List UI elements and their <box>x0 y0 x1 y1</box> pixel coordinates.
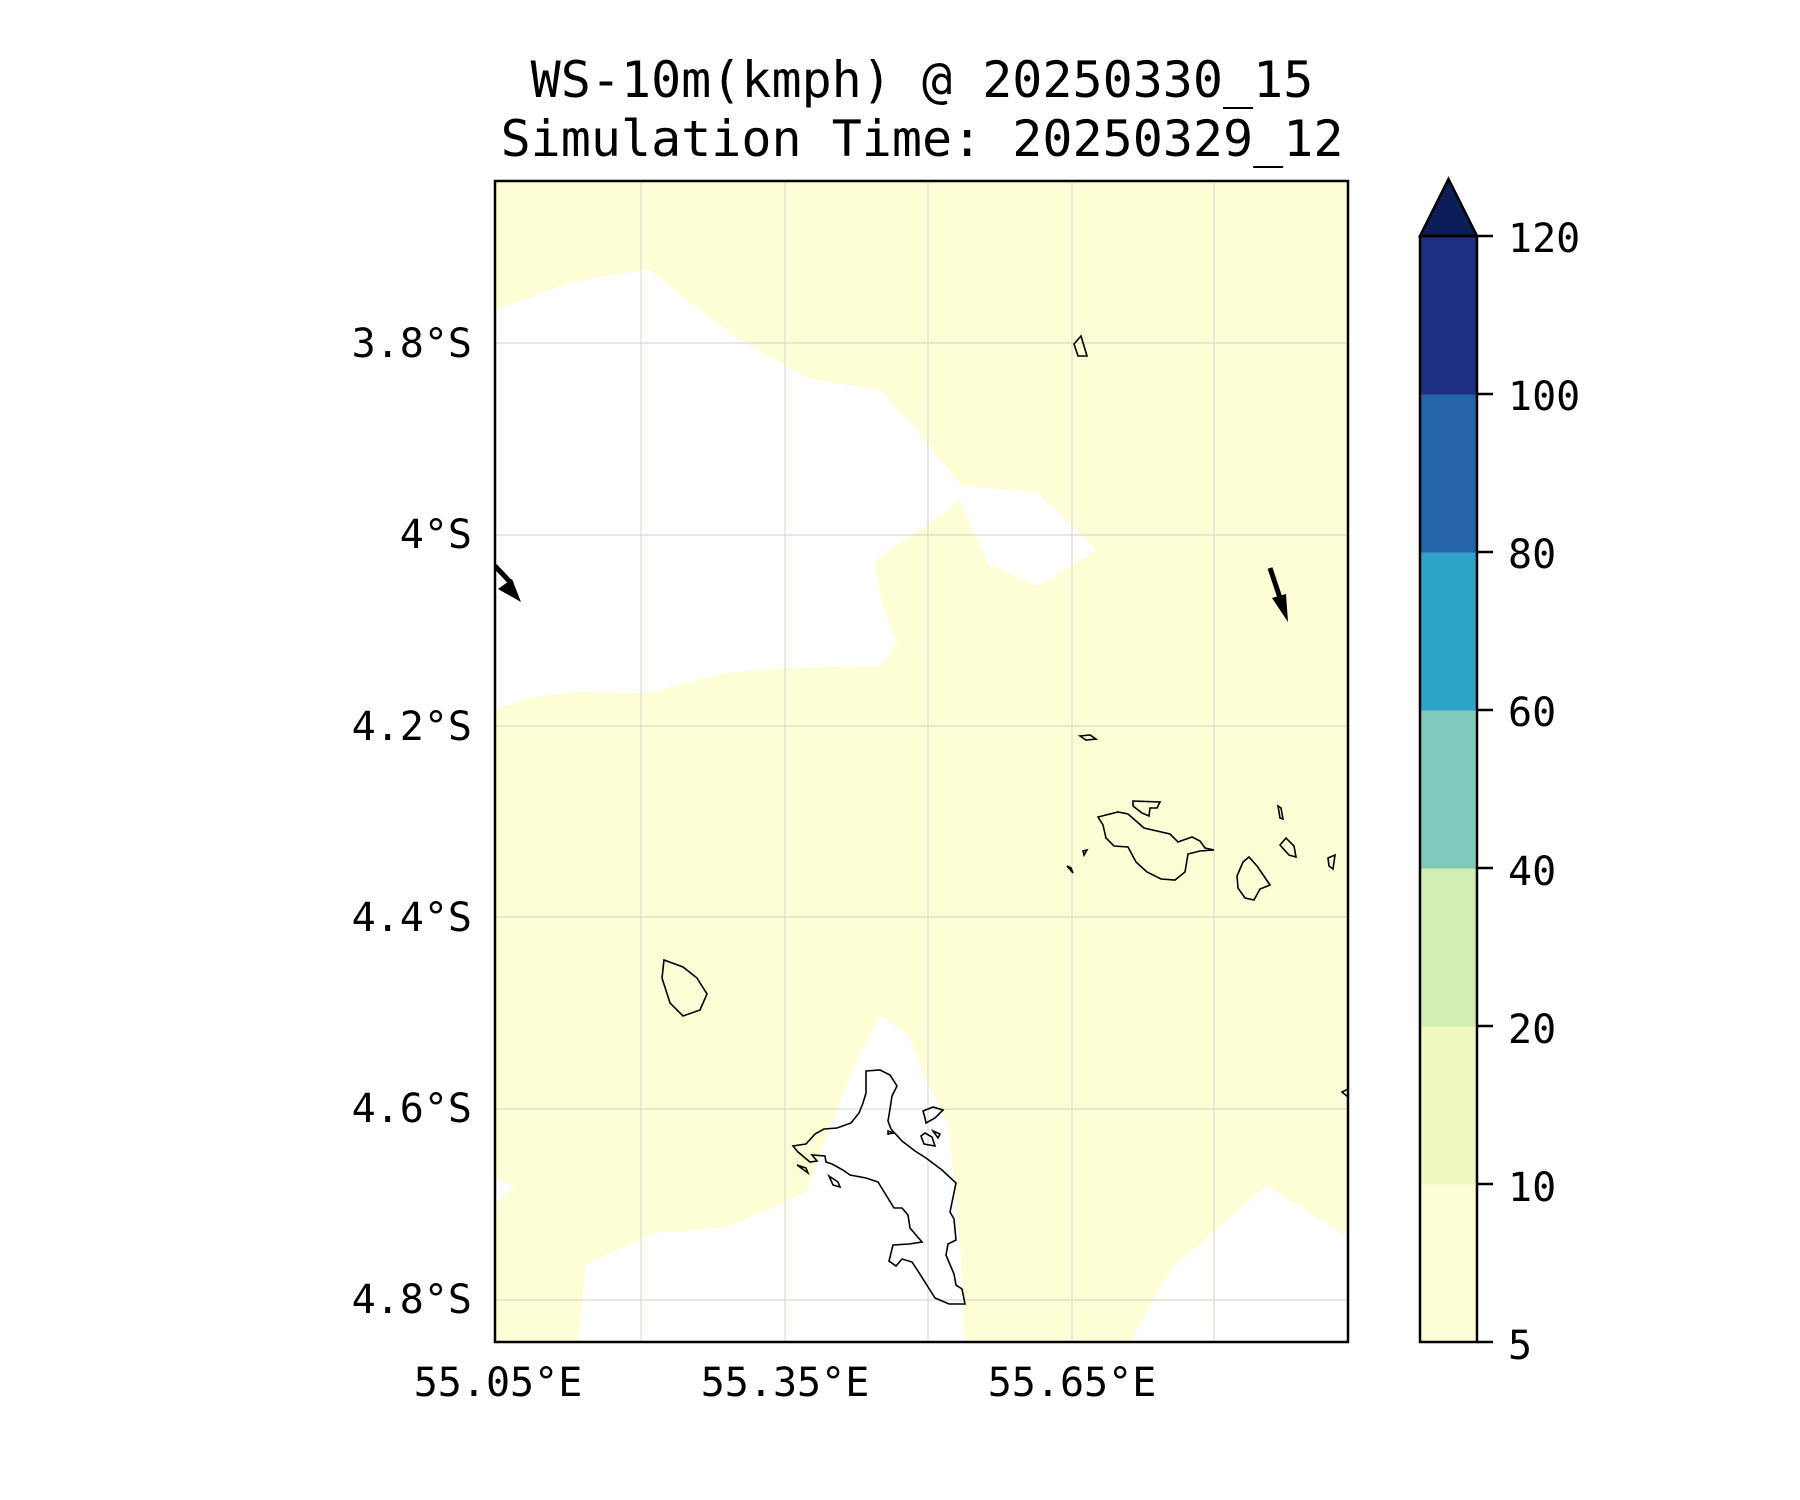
coastline-la-digue-island <box>1236 855 1272 901</box>
wind-arrow-shaft-west <box>495 564 514 586</box>
coastline-silhouette-island <box>661 958 708 1017</box>
wind-arrow-head-west <box>498 579 521 602</box>
map-panel <box>495 181 1348 1342</box>
colorbar-outline <box>1418 234 1479 1344</box>
title-line-2: Simulation Time: 20250329_12 <box>501 110 1344 168</box>
wind-vectors <box>495 564 1288 622</box>
colorbar-label: 10 <box>1508 1165 1556 1211</box>
title-line-1: WS-10m(kmph) @ 20250330_15 <box>531 51 1314 109</box>
coastline-islet-north <box>1073 334 1089 357</box>
colorbar-segment <box>1420 868 1477 1027</box>
longitude-labels: 55.05°E 55.35°E 55.65°E <box>414 1360 1157 1406</box>
colorbar-label: 40 <box>1508 849 1556 895</box>
coastline-islet-a <box>1082 848 1089 858</box>
colorbar-segment <box>1420 1184 1477 1343</box>
calm-region-north <box>495 269 1097 710</box>
colorbar <box>1417 176 1493 1344</box>
wind-arrow-head-east <box>1272 594 1288 622</box>
coastline-islet-e <box>1327 853 1336 871</box>
latitude-labels: 3.8°S 4°S 4.2°S 4.4°S 4.6°S 4.8°S <box>352 321 472 1323</box>
colorbar-label: 120 <box>1508 216 1580 262</box>
colorbar-segment <box>1420 394 1477 553</box>
coastline-islet-i <box>796 1164 810 1176</box>
lat-label: 4°S <box>400 512 472 558</box>
colorbar-label: 60 <box>1508 690 1556 736</box>
lat-label: 3.8°S <box>352 321 472 367</box>
calm-region-south <box>578 1016 965 1342</box>
wind-arrow-shaft-east <box>1267 567 1283 599</box>
colorbar-label: 20 <box>1508 1007 1556 1053</box>
coastline-islet-d <box>1278 836 1298 859</box>
lat-label: 4.6°S <box>352 1086 472 1132</box>
coastline-praslin-island <box>1096 811 1215 881</box>
colorbar-label: 5 <box>1508 1323 1532 1369</box>
coastline-islet-f <box>887 1129 895 1135</box>
calm-region-southeast <box>1130 1185 1348 1342</box>
coastline-curieuse-island <box>1132 800 1162 818</box>
colorbar-segment <box>1420 1026 1477 1185</box>
coastline-islet-j <box>827 1173 842 1189</box>
colorbar-segment <box>1420 552 1477 711</box>
lon-label: 55.65°E <box>988 1360 1157 1406</box>
lat-label: 4.2°S <box>352 704 472 750</box>
colorbar-segment <box>1420 710 1477 869</box>
colorbar-tick-labels: 5 10 20 40 60 80 100 120 <box>1508 216 1580 1369</box>
coastline-islet-c <box>1276 804 1285 821</box>
coastline-islet-h <box>930 1129 942 1140</box>
colorbar-segment <box>1420 236 1477 395</box>
coastline-mahe-island <box>791 1069 966 1305</box>
lat-label: 4.8°S <box>352 1277 472 1323</box>
colorbar-label: 80 <box>1508 532 1556 578</box>
map-frame <box>493 179 1350 1344</box>
coastline-islet-b <box>1066 865 1074 874</box>
coastline-ste-anne-island <box>922 1106 945 1125</box>
coastline-islet-east-edge <box>1340 1088 1348 1098</box>
lon-label: 55.35°E <box>701 1360 870 1406</box>
colorbar-label: 100 <box>1508 374 1580 420</box>
colorbar-extend-arrow <box>1417 176 1480 238</box>
coastline-islet-small <box>1077 734 1099 741</box>
graticule <box>495 181 1348 1342</box>
calm-region-west-edge <box>495 1178 515 1203</box>
lon-label: 55.05°E <box>414 1360 583 1406</box>
coastlines <box>661 334 1348 1305</box>
lat-label: 4.4°S <box>352 895 472 941</box>
coastline-islet-g <box>920 1132 937 1148</box>
